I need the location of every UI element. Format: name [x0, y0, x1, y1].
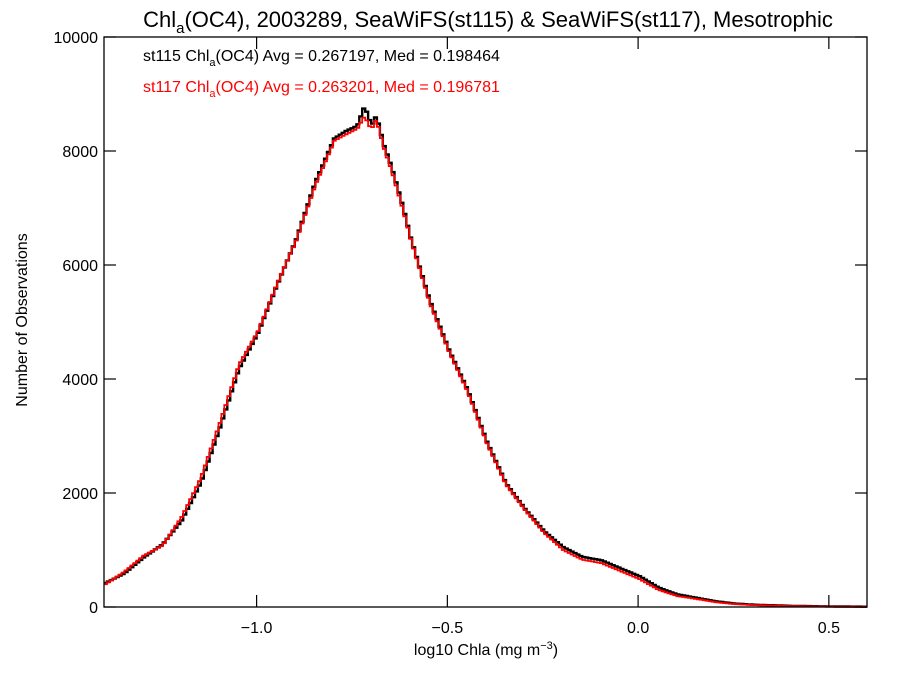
series-line-1 [104, 116, 867, 608]
y-tick-label: 10000 [54, 30, 99, 47]
tick-layer: −1.0 −0.5 0.0 0.5 0 2000 4000 6000 8000 10000 [54, 30, 867, 637]
legend-entry-st115: st115 Chla(OC4) Avg = 0.267197, Med = 0.… [143, 48, 500, 69]
chart-title: Chla(OC4), 2003289, SeaWiFS(st115) & Sea… [143, 7, 833, 37]
x-tick-label: −0.5 [432, 620, 464, 637]
plot-frame [103, 36, 868, 608]
y-tick-label: 4000 [62, 372, 98, 389]
x-axis-label: log10 Chla (mg m−3) [414, 640, 558, 659]
x-tick-label: −1.0 [241, 620, 273, 637]
y-tick-label: 2000 [62, 486, 98, 503]
y-tick-label: 6000 [62, 258, 98, 275]
y-tick-label: 8000 [62, 144, 98, 161]
series-layer [104, 107, 867, 608]
legend-entry-st117: st117 Chla(OC4) Avg = 0.263201, Med = 0.… [143, 79, 500, 100]
legend: st115 Chla(OC4) Avg = 0.267197, Med = 0.… [143, 48, 500, 100]
y-tick-label: 0 [89, 600, 98, 617]
y-axis-label: Number of Observations [14, 233, 31, 406]
x-tick-label: 0.0 [627, 620, 649, 637]
x-tick-label: 0.5 [818, 620, 840, 637]
